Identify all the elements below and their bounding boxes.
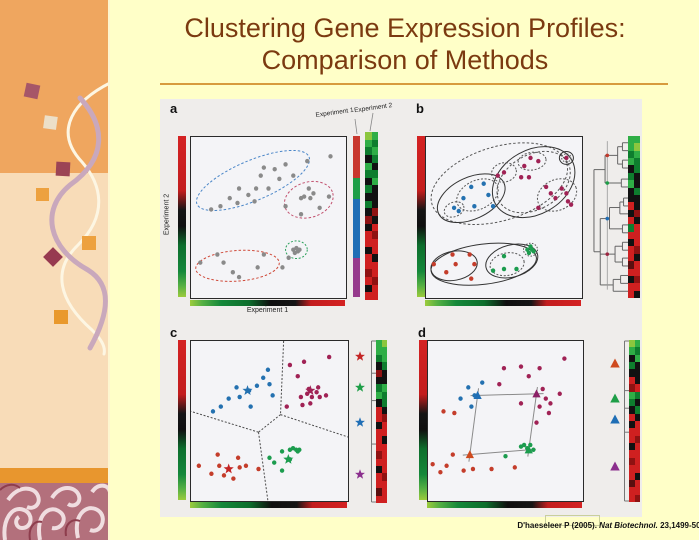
x-axis-colorbar-b: [425, 300, 581, 306]
node-triangle-markers: [609, 340, 621, 502]
panel-label-a: a: [170, 101, 178, 116]
citation-authors: D'haeseleer P (2005).: [517, 521, 600, 530]
citation-volume-pages: 23,1499-501: [660, 521, 699, 530]
citation: D'haeseleer P (2005). Nat Biotechnol. 23…: [517, 521, 699, 530]
scatter-plot-d: [427, 340, 584, 502]
y-axis-label-a: Experiment 2: [163, 193, 171, 236]
paisley-pattern: [0, 483, 110, 540]
callout-experiment-2: Experiment 2: [353, 102, 393, 115]
sidebar-separator: [108, 0, 110, 540]
title-line-2: Comparison of Methods: [261, 45, 549, 75]
panel-label-b: b: [416, 101, 424, 116]
expression-heatmap-strip-c: [376, 340, 387, 503]
expression-heatmap-strip-d: [629, 340, 640, 502]
sidebar-orange-divider: [0, 468, 110, 483]
citation-journal: Nat Biotechnol.: [599, 521, 658, 530]
sidebar-top-band: [0, 0, 110, 173]
panel-label-d: d: [418, 325, 426, 340]
callout-experiment-1: Experiment 1: [315, 106, 355, 120]
y-axis-colorbar-a: [178, 136, 186, 297]
cluster-colorbar-a: [353, 136, 360, 297]
y-axis-colorbar-b: [417, 136, 425, 297]
figure-clustering-methods: a Experiment 1 Experiment 2 Experiment 1…: [160, 99, 642, 517]
scatter-plot-a: [190, 136, 347, 299]
title-line-1: Clustering Gene Expression Profiles:: [184, 13, 626, 43]
cluster-bracket-c: [370, 340, 376, 503]
x-axis-colorbar-a: [190, 300, 345, 306]
empty-placeholder-box: [545, 515, 600, 526]
y-axis-colorbar-c: [178, 340, 186, 500]
centroid-star-markers: [354, 340, 366, 503]
cluster-bracket-d: [623, 340, 629, 502]
title-underline: [160, 83, 668, 85]
dendrogram: [591, 138, 628, 296]
x-axis-colorbar-c: [190, 502, 347, 508]
sidebar-decoration: [0, 0, 110, 540]
x-axis-colorbar-d: [427, 502, 582, 508]
panel-label-c: c: [170, 325, 178, 340]
y-axis-colorbar-d: [419, 340, 427, 500]
x-axis-label-a: Experiment 1: [246, 307, 289, 314]
expression-heatmap-strip-a: [365, 132, 378, 300]
expression-heatmap-strip-b: [628, 136, 640, 298]
scatter-plot-b: [425, 136, 583, 299]
scatter-plot-c: [190, 340, 349, 502]
page-title: Clustering Gene Expression Profiles: Com…: [112, 12, 698, 76]
